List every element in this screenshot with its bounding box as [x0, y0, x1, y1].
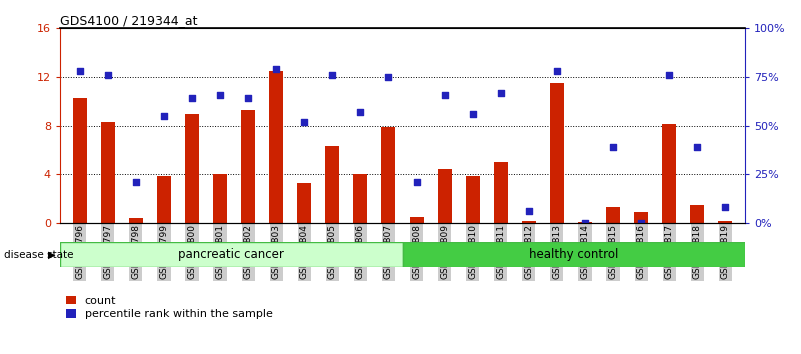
- Point: [382, 74, 395, 80]
- Text: ▶: ▶: [48, 250, 55, 259]
- Point: [522, 209, 535, 214]
- Bar: [578, 222, 592, 223]
- Bar: [381, 127, 396, 223]
- Bar: [101, 122, 115, 223]
- Bar: [353, 175, 368, 223]
- Point: [354, 109, 367, 115]
- Bar: [60, 242, 402, 267]
- Point: [662, 72, 675, 78]
- Point: [74, 68, 87, 74]
- Point: [494, 90, 507, 96]
- Bar: [662, 125, 676, 223]
- Point: [270, 67, 283, 72]
- Point: [606, 144, 619, 150]
- Bar: [157, 176, 171, 223]
- Point: [130, 179, 143, 185]
- Bar: [269, 71, 284, 223]
- Bar: [185, 114, 199, 223]
- Point: [690, 144, 703, 150]
- Point: [158, 113, 171, 119]
- Bar: [213, 175, 227, 223]
- Point: [466, 111, 479, 117]
- Bar: [437, 170, 452, 223]
- Point: [102, 72, 115, 78]
- Bar: [73, 98, 87, 223]
- Text: GDS4100 / 219344_at: GDS4100 / 219344_at: [60, 14, 198, 27]
- Bar: [409, 217, 424, 223]
- Text: disease state: disease state: [4, 250, 74, 259]
- Bar: [241, 110, 256, 223]
- Point: [718, 205, 731, 210]
- Point: [242, 96, 255, 101]
- Point: [550, 68, 563, 74]
- Bar: [129, 218, 143, 223]
- Bar: [465, 176, 480, 223]
- Legend: count, percentile rank within the sample: count, percentile rank within the sample: [66, 296, 272, 319]
- Bar: [690, 205, 704, 223]
- Bar: [606, 207, 620, 223]
- Point: [214, 92, 227, 97]
- Point: [326, 72, 339, 78]
- Bar: [325, 146, 340, 223]
- Text: healthy control: healthy control: [529, 248, 618, 261]
- Point: [578, 220, 591, 226]
- Bar: [549, 83, 564, 223]
- Bar: [718, 221, 732, 223]
- Bar: [402, 242, 745, 267]
- Point: [298, 119, 311, 125]
- Point: [438, 92, 451, 97]
- Point: [410, 179, 423, 185]
- Bar: [297, 183, 312, 223]
- Bar: [634, 212, 648, 223]
- Point: [186, 96, 199, 101]
- Bar: [493, 162, 508, 223]
- Point: [634, 220, 647, 226]
- Bar: [521, 221, 536, 223]
- Text: pancreatic cancer: pancreatic cancer: [179, 248, 284, 261]
